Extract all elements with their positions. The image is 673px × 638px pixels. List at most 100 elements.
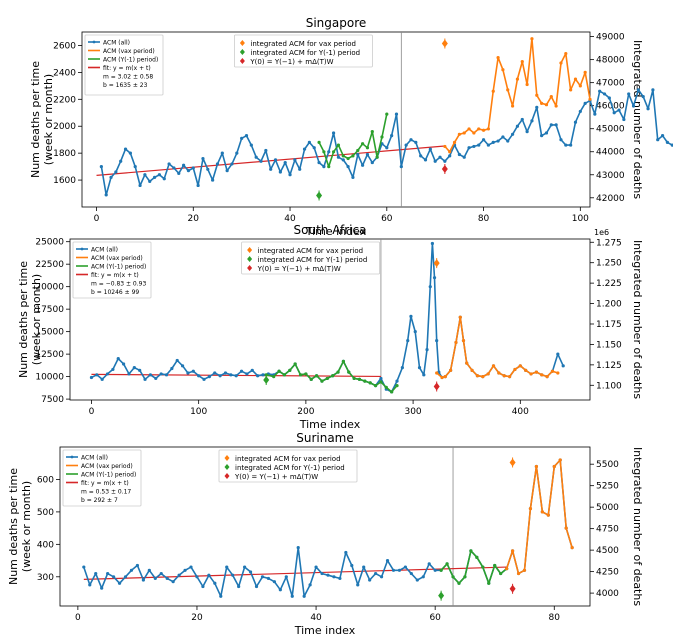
data-point xyxy=(598,89,602,93)
legend-right-item: Y(0) = Y(−1) + mΔ(T)W xyxy=(249,58,333,66)
y-right-tick-label: 1.175 xyxy=(596,320,622,330)
legend-left-item: fit: y = m(x + t) xyxy=(103,65,151,72)
data-point xyxy=(211,178,215,182)
y-tick-label: 15000 xyxy=(35,328,64,338)
legend-marker xyxy=(247,265,253,271)
data-point xyxy=(220,151,224,155)
data-point xyxy=(272,375,276,379)
data-point xyxy=(602,92,607,96)
data-point xyxy=(159,571,163,576)
data-point xyxy=(641,95,645,99)
data-point xyxy=(461,339,466,343)
chart-title: South Africa xyxy=(294,223,367,237)
data-point xyxy=(143,377,147,381)
data-point xyxy=(332,575,336,579)
data-point xyxy=(556,352,560,356)
data-point xyxy=(180,364,185,368)
data-point xyxy=(612,111,616,115)
data-point xyxy=(302,147,307,151)
x-tick-label: 300 xyxy=(404,407,421,417)
data-point xyxy=(425,348,429,352)
data-point xyxy=(656,138,660,142)
data-point xyxy=(167,162,171,166)
data-point xyxy=(368,381,372,385)
legend-left-item: ACM (Y(-1) period) xyxy=(81,472,136,479)
legend-marker xyxy=(239,49,245,55)
data-point xyxy=(463,575,467,579)
data-point xyxy=(296,545,300,550)
integrated-marker-1 xyxy=(263,375,270,384)
data-point xyxy=(288,173,292,177)
data-point xyxy=(138,368,142,372)
data-point xyxy=(264,373,268,377)
data-point xyxy=(365,152,370,157)
data-point xyxy=(207,573,211,577)
y-right-tick-label: 42000 xyxy=(596,194,625,204)
data-point xyxy=(284,575,288,579)
data-point xyxy=(95,373,99,377)
data-point xyxy=(545,375,549,379)
data-point xyxy=(481,138,486,142)
y-right-tick-label: 1.100 xyxy=(596,381,622,391)
x-axis-label: Time index xyxy=(305,225,367,238)
series-line-2 xyxy=(505,459,573,575)
data-point xyxy=(561,364,565,368)
legend-left xyxy=(84,34,164,96)
y-right-tick-label: 49000 xyxy=(596,33,625,43)
data-point xyxy=(554,104,558,108)
data-point xyxy=(336,155,341,159)
legend-left xyxy=(62,449,142,507)
data-point xyxy=(206,167,210,171)
data-point xyxy=(293,158,297,162)
data-point xyxy=(617,108,621,112)
data-point xyxy=(327,150,331,154)
x-tick-label: 0 xyxy=(75,613,81,623)
data-point xyxy=(172,166,176,170)
data-point xyxy=(491,364,496,368)
data-point xyxy=(530,119,534,123)
x-tick-label: 60 xyxy=(429,613,441,623)
data-point xyxy=(481,565,485,569)
data-point xyxy=(273,158,278,162)
legend-right-item: integrated ACM for vax period xyxy=(258,247,364,255)
data-point xyxy=(559,138,563,142)
data-point xyxy=(215,162,220,166)
legend-swatch-dot xyxy=(70,455,74,459)
data-point xyxy=(462,155,466,159)
data-point xyxy=(260,575,265,579)
data-point xyxy=(507,375,512,379)
y-right-tick-label: 4500 xyxy=(596,546,619,556)
data-point xyxy=(564,51,568,56)
legend-right-item: Y(0) = Y(−1) + mΔ(T)W xyxy=(257,265,341,273)
legend-left-item: ACM (vax period) xyxy=(91,255,143,262)
data-point xyxy=(347,370,351,374)
data-point xyxy=(432,276,437,280)
chart-title: Suriname xyxy=(296,431,354,445)
data-point xyxy=(400,366,404,370)
y-right-tick-label: 44000 xyxy=(596,148,625,158)
y-axis-label-line: Num deaths per time xyxy=(29,61,42,178)
y-tick-label: 600 xyxy=(37,475,54,485)
data-point xyxy=(264,148,268,153)
data-point xyxy=(141,578,145,582)
data-point xyxy=(123,147,128,151)
y-tick-label: 2400 xyxy=(53,68,76,78)
data-point xyxy=(544,131,549,135)
data-point xyxy=(443,159,447,163)
data-point xyxy=(428,147,432,151)
data-point xyxy=(189,565,193,569)
legend-swatch-dot xyxy=(92,40,96,44)
data-point xyxy=(327,165,331,169)
chart-panel-1: South Africa 0 100 200 300 400 7500 10000 12500 1… xyxy=(17,223,644,431)
data-point xyxy=(162,177,166,181)
data-point xyxy=(374,571,378,576)
data-point xyxy=(636,88,640,92)
data-point xyxy=(457,132,461,136)
series-line-0 xyxy=(100,89,673,196)
data-point xyxy=(309,377,313,381)
data-point xyxy=(588,97,592,101)
data-point xyxy=(196,183,200,188)
legend-marker xyxy=(239,40,245,46)
y-right-tick-label: 48000 xyxy=(596,56,625,66)
data-point xyxy=(356,152,360,157)
